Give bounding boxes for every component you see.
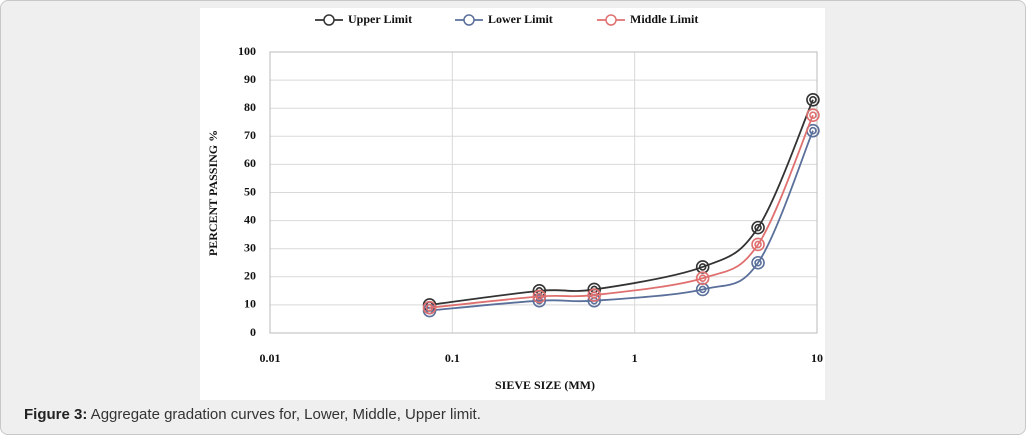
caption-label: Figure 3: <box>24 406 88 423</box>
legend-marker <box>463 14 475 26</box>
y-tick-label: 50 <box>244 184 256 198</box>
marker-ring <box>695 271 710 286</box>
data-point <box>422 300 437 315</box>
data-point <box>532 289 547 304</box>
marker-ring <box>535 292 544 301</box>
marker-ring <box>809 111 817 120</box>
legend-marker <box>605 14 617 26</box>
y-tick-label: 60 <box>244 156 256 170</box>
data-point <box>695 271 710 286</box>
marker-ring <box>751 255 765 270</box>
y-tick-label: 80 <box>244 100 256 114</box>
marker-ring <box>590 291 599 299</box>
chart-background <box>200 8 825 400</box>
legend-marker <box>323 14 335 26</box>
marker-ring <box>535 296 544 305</box>
marker-ring <box>754 223 762 232</box>
caption: Figure 3: Aggregate gradation curves for… <box>24 406 481 423</box>
plot-border <box>269 51 818 334</box>
data-point <box>751 237 765 252</box>
data-point <box>587 288 602 302</box>
marker-ring <box>698 263 707 271</box>
series-line <box>429 114 814 309</box>
marker-ring <box>751 237 765 252</box>
marker-ring <box>698 274 707 283</box>
legend-label: Lower Limit <box>488 12 553 26</box>
marker-ring <box>754 258 762 267</box>
y-tick-label: 90 <box>244 72 256 86</box>
x-tick-label: 10 <box>811 351 823 365</box>
x-tick-label: 0.1 <box>445 351 460 365</box>
data-point <box>751 255 765 270</box>
marker-ring <box>532 289 547 304</box>
caption-text: Aggregate gradation curves for, Lower, M… <box>87 406 481 423</box>
x-tick-label: 0.01 <box>260 351 281 365</box>
chart: SIEVE SIZE (MM) PERCENT PASSING % 0 10 20 3… <box>200 8 825 400</box>
data-point <box>532 293 547 308</box>
marker-ring <box>532 293 547 308</box>
y-tick-label: 20 <box>244 269 256 283</box>
y-tick-label: 100 <box>238 44 256 58</box>
series-line <box>429 99 814 306</box>
x-axis-label: SIEVE SIZE (MM) <box>495 378 595 392</box>
marker-ring <box>425 303 434 312</box>
y-tick-label: 10 <box>244 297 256 311</box>
legend-label: Upper Limit <box>348 12 412 26</box>
marker-ring <box>809 95 817 104</box>
data-point <box>751 220 765 235</box>
y-tick-label: 0 <box>250 325 256 339</box>
marker-ring <box>809 126 817 135</box>
y-tick-label: 70 <box>244 128 256 142</box>
marker-ring <box>751 220 765 235</box>
marker-ring <box>806 92 820 107</box>
y-tick-label: 30 <box>244 240 256 254</box>
series-line <box>429 130 814 312</box>
data-point <box>806 92 820 107</box>
legend-label: Middle Limit <box>630 12 698 26</box>
marker-ring <box>754 240 762 249</box>
marker-ring <box>587 288 602 302</box>
y-axis-label: PERCENT PASSING % <box>206 130 220 256</box>
marker-ring <box>698 285 707 294</box>
marker-ring <box>422 300 437 315</box>
x-tick-label: 1 <box>632 351 638 365</box>
data-point <box>806 108 820 123</box>
y-tick-label: 40 <box>244 212 256 226</box>
marker-ring <box>806 108 820 123</box>
